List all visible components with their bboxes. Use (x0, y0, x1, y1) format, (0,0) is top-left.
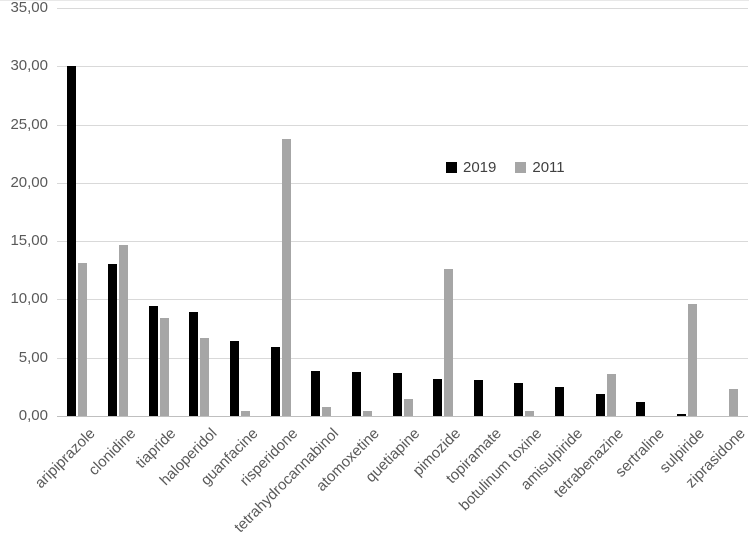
bar-ziprasidone-2011 (729, 389, 738, 416)
gridline-35,00 (57, 8, 748, 9)
bar-risperidone-2011 (282, 139, 291, 416)
bar-tiapride-2019 (149, 306, 158, 416)
gridline-20,00 (57, 182, 748, 184)
legend-label-2011: 2011 (532, 159, 565, 176)
bar-atomoxetine-2011 (363, 411, 372, 416)
legend-swatch-2019-icon (446, 162, 457, 173)
legend-label-2019: 2019 (463, 159, 497, 176)
gridline-5,00 (57, 357, 748, 359)
y-tick-label: 5,00 (18, 348, 48, 366)
y-tick-label: 25,00 (10, 115, 48, 133)
bar-clonidine-2011 (119, 245, 128, 416)
bar-sertraline-2019 (636, 402, 645, 416)
legend-item-2011: 2011 (515, 159, 565, 176)
y-tick-label: 10,00 (10, 290, 48, 308)
gridline-30,00 (57, 66, 748, 68)
bar-atomoxetine-2019 (352, 372, 361, 416)
bar-topiramate-2019 (474, 380, 483, 416)
legend: 2019 2011 (446, 159, 565, 176)
y-tick-label: 15,00 (10, 232, 48, 250)
gridline-25,00 (57, 124, 748, 126)
bar-risperidone-2019 (271, 347, 280, 416)
bar-clonidine-2019 (108, 264, 117, 416)
y-tick-label: 0,00 (18, 407, 48, 424)
bar-guanfacine-2019 (230, 341, 239, 416)
bar-haloperidol-2019 (189, 312, 198, 416)
bar-sulpiride-2011 (688, 304, 697, 416)
bar-tetrahydrocannabinol-2011 (322, 407, 331, 416)
y-tick-label: 30,00 (10, 57, 48, 75)
bar-guanfacine-2011 (241, 411, 250, 416)
bar-sulpiride-2019 (677, 414, 686, 416)
legend-item-2019: 2019 (446, 159, 496, 176)
y-tick-label: 20,00 (10, 173, 48, 191)
bar-amisulpiride-2019 (555, 387, 564, 416)
bar-botulinum-toxine-2011 (525, 411, 534, 416)
bar-aripiprazole-2011 (78, 263, 87, 416)
bar-tetrahydrocannabinol-2019 (311, 371, 320, 416)
bar-botulinum-toxine-2019 (514, 383, 523, 416)
gridline-0,00 (57, 416, 748, 417)
gridline-10,00 (57, 299, 748, 301)
bar-aripiprazole-2019 (67, 66, 76, 416)
bar-quetiapine-2011 (404, 399, 413, 416)
legend-swatch-2011-icon (515, 162, 527, 173)
bar-haloperidol-2011 (200, 338, 209, 416)
bar-tetrabenazine-2019 (596, 394, 605, 416)
bar-tiapride-2011 (160, 318, 169, 416)
x-tick-label-aripiprazole: aripiprazole (31, 425, 99, 492)
bar-pimozide-2011 (444, 269, 453, 416)
bar-quetiapine-2019 (393, 373, 402, 416)
y-tick-label: 35,00 (10, 0, 48, 16)
bar-tetrabenazine-2011 (607, 374, 616, 416)
gridline-15,00 (57, 241, 748, 243)
bar-pimozide-2019 (433, 379, 442, 416)
